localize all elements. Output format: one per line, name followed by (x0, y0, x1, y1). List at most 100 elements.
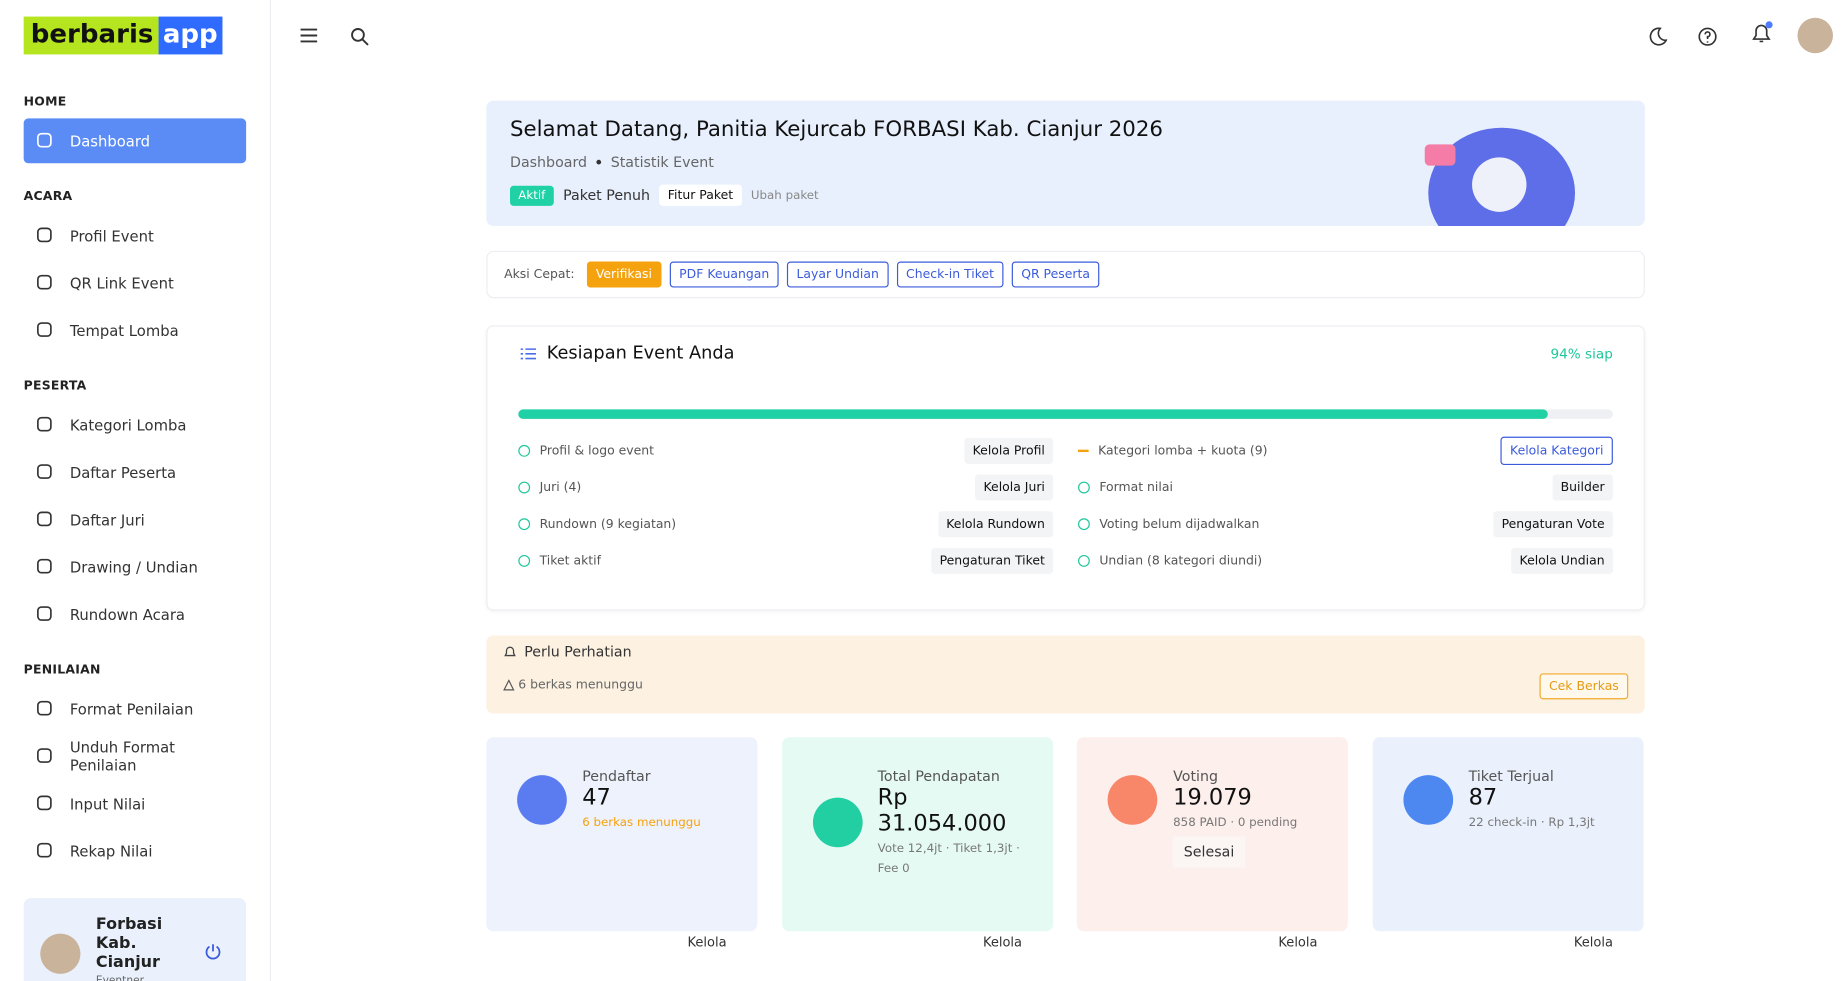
progress-bar (518, 409, 1548, 419)
nav-item[interactable]: Input Nilai (24, 781, 246, 826)
nav-item[interactable]: QR Link Event (24, 260, 246, 305)
features-button[interactable]: Fitur Paket (659, 184, 742, 206)
checklist-row: Profil & logo event Kelola Profil (518, 432, 1054, 469)
nav-item[interactable]: Tempat Lomba (24, 308, 246, 353)
checklist-row: Tiket aktif Pengaturan Tiket (518, 542, 1054, 579)
logout-icon[interactable] (205, 943, 222, 960)
status-icon (1078, 554, 1090, 567)
checklist-row: Kategori lomba + kuota (9) Kelola Kategor… (1078, 432, 1613, 469)
crumb: Statistik Event (610, 153, 714, 171)
check-action[interactable]: Kelola Profil (964, 437, 1054, 464)
nav-item[interactable]: Unduh Format Penilaian (24, 734, 246, 779)
stat-action[interactable]: Kelola (982, 934, 1023, 951)
nav-group: PENILAIAN Format Penilaian Unduh Format Pe… (0, 663, 270, 874)
menu-icon[interactable] (299, 27, 318, 44)
stat-card: Total Pendapatan Rp 31.054.000 Vote 12,4jt… (781, 737, 1053, 950)
nav-section: PESERTA (23, 378, 87, 393)
stat-sub: 6 berkas menunggu (582, 816, 701, 830)
notification-icon[interactable] (1749, 20, 1775, 46)
crumb[interactable]: Dashboard (510, 153, 588, 171)
nav-item[interactable]: Drawing / Undian (24, 544, 246, 589)
avatar (40, 933, 81, 974)
check-label: Profil & logo event (539, 443, 655, 458)
avatar[interactable] (1797, 17, 1833, 54)
nav-label: Unduh Format Penilaian (69, 738, 175, 774)
check-item: Profil & logo event (518, 443, 654, 457)
stat-action[interactable]: Kelola (687, 934, 727, 951)
stat-sub: Vote 12,4jt · Tiket 1,3jt · Fee 0 (877, 842, 1020, 876)
logo[interactable]: berbaris app (23, 16, 223, 55)
stat-number: 87 (1468, 784, 1498, 811)
nav-label: Input Nilai (69, 794, 146, 813)
checklist-row: Rundown (9 kegiatan) Kelola Rundown (518, 505, 1054, 542)
nav-item[interactable]: Dashboard (23, 118, 247, 164)
change-link[interactable]: Ubah paket (750, 188, 819, 202)
nav-label: Daftar Juri (69, 510, 145, 529)
package: Paket Penuh (563, 186, 651, 204)
illustration (1424, 144, 1456, 166)
theme-icon[interactable] (1648, 27, 1668, 46)
illustration (1472, 157, 1527, 212)
attention-panel: Perlu Perhatian 6 berkas menunggu Cek Be… (486, 635, 1645, 714)
stat-badge: Selesai (1173, 836, 1245, 868)
nav-item[interactable]: Daftar Peserta (24, 450, 246, 495)
check-action[interactable]: Kelola Rundown (937, 510, 1054, 537)
banner-title: Selamat Datang, Panitia Kejurcab FORBASI… (510, 117, 1163, 142)
checklist: Kategori lomba + kuota (9) Kelola Kategor… (1078, 432, 1613, 579)
icon (37, 464, 52, 479)
status-icon (518, 481, 531, 493)
quick-actions: Aksi Cepat: Verifikasi PDF Keuangan Layar … (486, 250, 1645, 299)
check-item: Undian (8 kategori diundi) (1078, 553, 1262, 567)
nav-item[interactable]: Kategori Lomba (24, 402, 246, 447)
check-item: Rundown (9 kegiatan) (518, 517, 676, 531)
warning-icon (503, 679, 515, 691)
check-action[interactable]: Kelola Undian (1511, 547, 1613, 574)
check-action[interactable]: Builder (1552, 473, 1613, 500)
quick-button[interactable]: QR Peserta (1011, 261, 1100, 288)
icon (37, 700, 52, 716)
readiness-card: Kesiapan Event Anda 94% siap Profil & lo… (486, 325, 1645, 611)
user-role: Eventner (96, 975, 144, 981)
check-action[interactable]: Pengaturan Vote (1493, 510, 1613, 537)
check-item: Format nilai (1078, 480, 1173, 494)
help-icon[interactable] (1698, 27, 1717, 46)
icon (37, 842, 52, 858)
nav-section: ACARA (23, 189, 73, 204)
nav-item[interactable]: Daftar Juri (24, 497, 246, 542)
stat-action[interactable]: Kelola (1573, 934, 1613, 951)
nav-label: Rundown Acara (69, 605, 186, 624)
stat-icon (1403, 775, 1454, 825)
nav: HOME Dashboard ACARA Profil Event QR Link Ev… (0, 95, 270, 888)
nav-label: Profil Event (69, 226, 154, 245)
nav-item[interactable]: Rundown Acara (24, 592, 246, 637)
package-row: Aktif Paket Penuh Fitur Paket Ubah paket (510, 184, 819, 206)
nav-item[interactable]: Rekap Nilai (24, 828, 246, 873)
nav-item[interactable]: Profil Event (24, 213, 246, 258)
nav-label: Kategori Lomba (69, 415, 187, 434)
stat-icon (517, 775, 567, 825)
check-label: Voting belum dijadwalkan (1099, 516, 1260, 531)
nav-label: Daftar Peserta (69, 463, 177, 482)
nav-group: HOME Dashboard (0, 95, 270, 164)
user-card: Forbasi Kab. Cianjur Eventner (23, 898, 247, 981)
quick-button[interactable]: Verifikasi (586, 261, 662, 288)
quick-button[interactable]: Layar Undian (787, 261, 889, 288)
status-icon (1078, 481, 1090, 493)
stat-card: Pendaftar 47 6 berkas menunggu Kelola (486, 737, 758, 950)
stat-action[interactable]: Kelola (1278, 934, 1318, 951)
check-files-button[interactable]: Cek Berkas (1539, 673, 1629, 700)
search-icon[interactable] (350, 27, 369, 46)
checklist-row: Format nilai Builder (1078, 469, 1613, 506)
nav-item[interactable]: Format Penilaian (24, 686, 246, 731)
quick-button[interactable]: PDF Keuangan (669, 261, 779, 288)
check-label: Kategori lomba + kuota (9) (1098, 443, 1268, 458)
stat-number: 47 (582, 784, 611, 811)
check-action[interactable]: Pengaturan Tiket (931, 547, 1054, 574)
badge: Aktif (510, 185, 554, 206)
nav-label: Rekap Nilai (69, 841, 153, 860)
stat-sub: 858 PAID · 0 pending (1173, 816, 1298, 830)
bell-icon (504, 646, 516, 657)
check-action[interactable]: Kelola Kategori (1500, 436, 1613, 465)
quick-button[interactable]: Check-in Tiket (896, 261, 1004, 288)
check-action[interactable]: Kelola Juri (975, 473, 1054, 500)
